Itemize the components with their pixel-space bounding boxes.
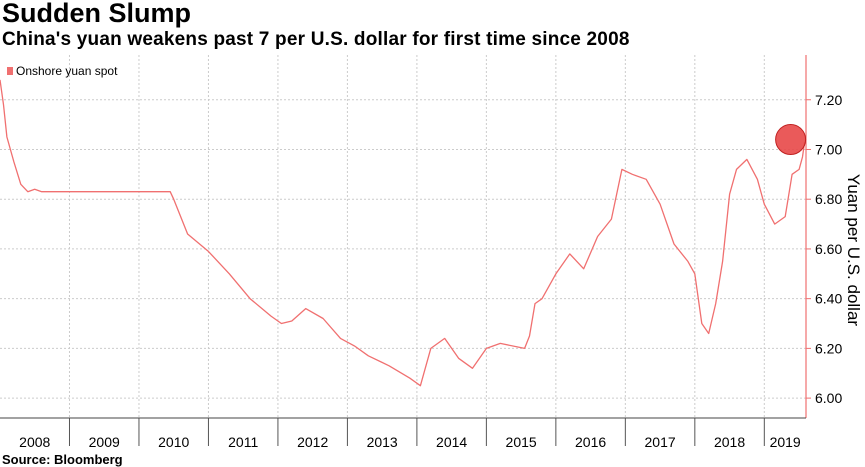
series-layer xyxy=(0,79,806,387)
x-tick-label: 2016 xyxy=(575,434,606,450)
gridlines xyxy=(0,55,806,418)
annotation-layer xyxy=(775,124,807,156)
x-tick-label: 2011 xyxy=(228,434,258,450)
y-tick-label: 6.80 xyxy=(815,191,842,207)
y-tick-label: 7.00 xyxy=(815,141,842,157)
y-tick-label: 6.60 xyxy=(815,241,842,257)
y-axis-title: Yuan per U.S. dollar xyxy=(844,174,863,326)
y-tick-label: 7.20 xyxy=(815,92,842,108)
y-tick-label: 6.40 xyxy=(815,291,842,307)
x-tick-label: 2013 xyxy=(367,434,398,450)
x-tick-label: 2008 xyxy=(19,434,50,450)
series-line-onshore-yuan-spot xyxy=(0,79,806,387)
legend-label: Onshore yuan spot xyxy=(16,64,118,78)
x-tick-label: 2010 xyxy=(158,434,189,450)
y-tick-label: 6.20 xyxy=(815,340,842,356)
chart-title: Sudden Slump xyxy=(2,0,191,28)
chart-subtitle: China's yuan weakens past 7 per U.S. dol… xyxy=(2,29,630,50)
x-tick-label: 2017 xyxy=(645,434,676,450)
x-tick-label: 2019 xyxy=(770,434,801,450)
legend-swatch xyxy=(7,67,13,75)
highlight-circle xyxy=(775,124,807,156)
x-tick-label: 2009 xyxy=(89,434,120,450)
x-tick-label: 2014 xyxy=(436,434,467,450)
y-tick-label: 6.00 xyxy=(815,390,842,406)
axes: 6.00 6.20 6.40 6.60 6.80 7.00 7.20 2008 2009 2010… xyxy=(0,55,842,450)
x-tick-label: 2015 xyxy=(506,434,537,450)
legend: Onshore yuan spot xyxy=(7,64,118,78)
x-tick-label: 2018 xyxy=(714,434,745,450)
x-tick-label: 2012 xyxy=(297,434,328,450)
source-note: Source: Bloomberg xyxy=(2,452,123,467)
